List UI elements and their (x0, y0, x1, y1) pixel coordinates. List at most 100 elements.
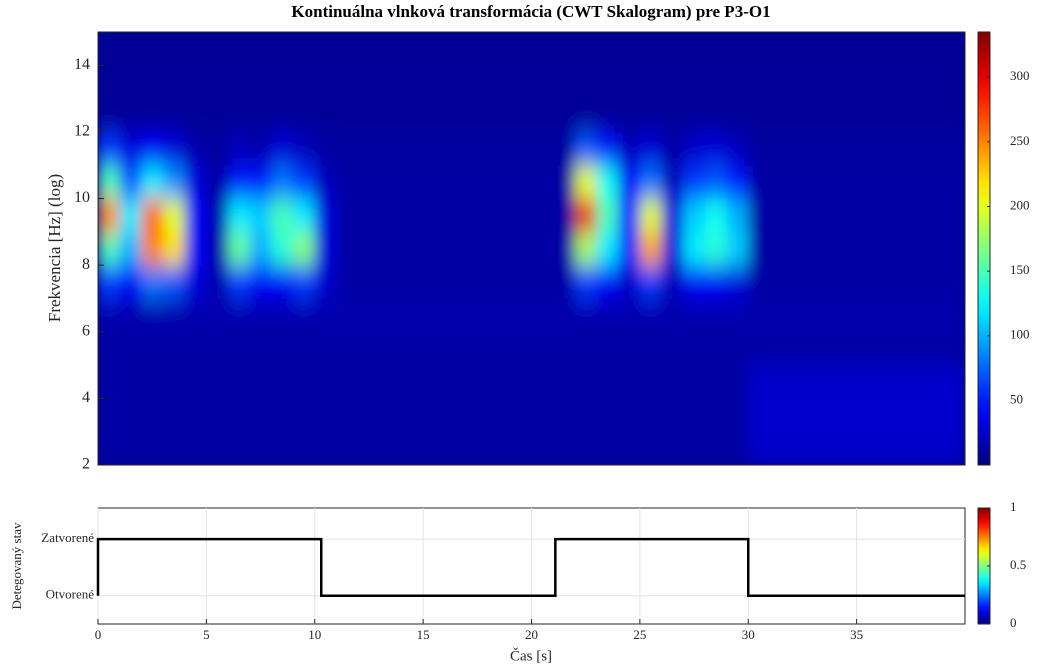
heatmap-cell (184, 431, 207, 465)
heatmap-cell (574, 398, 598, 433)
heatmap-cell (444, 298, 467, 333)
heatmap-cell (704, 231, 728, 266)
heatmap-cell (184, 65, 207, 100)
heatmap-cell (488, 265, 511, 299)
heatmap-cell (813, 32, 836, 66)
heatmap-cell (314, 165, 337, 200)
heatmap-cell (813, 265, 836, 299)
heatmap-cell (726, 165, 749, 200)
heatmap-cell (553, 265, 576, 299)
heatmap-cell (488, 431, 511, 465)
heatmap-cell (856, 65, 879, 100)
heatmap-cell (401, 165, 424, 200)
axes-box (97, 31, 966, 466)
heatmap-cell (834, 231, 858, 266)
heatmap-cell (921, 231, 944, 266)
heatmap-cell (553, 298, 576, 333)
heatmap-cell (336, 32, 359, 66)
heatmap-cell (423, 398, 446, 433)
heatmap-cell (596, 65, 619, 100)
heatmap-cell (921, 331, 944, 366)
heatmap-cell (834, 32, 858, 66)
heatmap-cell (813, 131, 836, 166)
heatmap-cell (271, 365, 294, 399)
heatmap-cell (618, 398, 641, 433)
colorbar-tick-label: 250 (1010, 133, 1030, 148)
heatmap-cell (553, 98, 576, 133)
heatmap-cell (314, 365, 337, 399)
heatmap-cell (726, 231, 749, 266)
heatmap-cell (228, 131, 251, 166)
heatmap-cell (466, 398, 489, 433)
heatmap-cell (574, 265, 598, 299)
heatmap-cell (726, 98, 749, 133)
heatmap-cell (899, 32, 923, 66)
heatmap-cell (899, 265, 923, 299)
heatmap-cell (98, 398, 121, 433)
heatmap-cell (423, 32, 446, 66)
y-tick-label: 4 (82, 389, 90, 406)
heatmap-cell (163, 265, 186, 299)
heatmap-cell (184, 331, 207, 366)
heatmap-cell (834, 198, 858, 233)
heatmap-cell (249, 198, 272, 233)
heatmap-cell (899, 298, 923, 333)
heatmap-cell (856, 298, 879, 333)
heatmap-cell (141, 331, 164, 366)
heatmap-cell (119, 365, 142, 399)
heatmap-cell (726, 198, 749, 233)
heatmap-cell (834, 65, 858, 100)
heatmap-cell (596, 365, 619, 399)
heatmap-cell (899, 198, 923, 233)
heatmap-cell (271, 32, 294, 66)
colorbar-tick-label: 1 (1010, 499, 1017, 514)
colorbar-tick-label: 300 (1010, 68, 1030, 83)
heatmap-cell (228, 198, 251, 233)
heatmap-cell (98, 365, 121, 399)
heatmap-cell (856, 165, 879, 200)
heatmap-cell (661, 398, 684, 433)
heatmap-cell (444, 65, 467, 100)
heatmap-cell (921, 298, 944, 333)
heatmap-cell (618, 431, 641, 465)
y-axis-label: Detegovaný stav (9, 522, 24, 610)
heatmap-cell (163, 298, 186, 333)
heatmap-cell (423, 265, 446, 299)
heatmap-cell (856, 331, 879, 366)
heatmap-cell (769, 32, 793, 66)
heatmap-cell (466, 365, 489, 399)
heatmap-cell (553, 198, 576, 233)
heatmap-cell (249, 32, 272, 66)
heatmap-cell (899, 165, 923, 200)
heatmap-cell (336, 131, 359, 166)
heatmap-cell (119, 65, 142, 100)
heatmap-cell (574, 331, 598, 366)
heatmap-cell (466, 198, 489, 233)
heatmap-cell (943, 65, 965, 100)
heatmap-cell (704, 165, 728, 200)
heatmap-cell (531, 98, 554, 133)
colorbar-tick-label: 150 (1010, 262, 1030, 277)
heatmap-cell (336, 165, 359, 200)
heatmap-cell (834, 98, 858, 133)
heatmap-cell (553, 365, 576, 399)
heatmap-cell (141, 298, 164, 333)
heatmap-cell (748, 32, 771, 66)
heatmap-cell (314, 65, 337, 100)
heatmap-cell (921, 32, 944, 66)
colorbar-tick-label: 200 (1010, 197, 1030, 212)
heatmap-cell (574, 131, 598, 166)
heatmap-cell (314, 265, 337, 299)
heatmap-cell (639, 398, 663, 433)
heatmap-cell (401, 365, 424, 399)
heatmap-cell (228, 331, 251, 366)
heatmap-cell (379, 331, 402, 366)
x-axis-label: Čas [s] (510, 647, 552, 664)
heatmap-cell (791, 165, 814, 200)
heatmap-cell (163, 98, 186, 133)
heatmap-cell (639, 231, 663, 266)
heatmap-cell (466, 231, 489, 266)
heatmap-cell (271, 98, 294, 133)
heatmap-cell (379, 431, 402, 465)
heatmap-cell (748, 431, 771, 465)
